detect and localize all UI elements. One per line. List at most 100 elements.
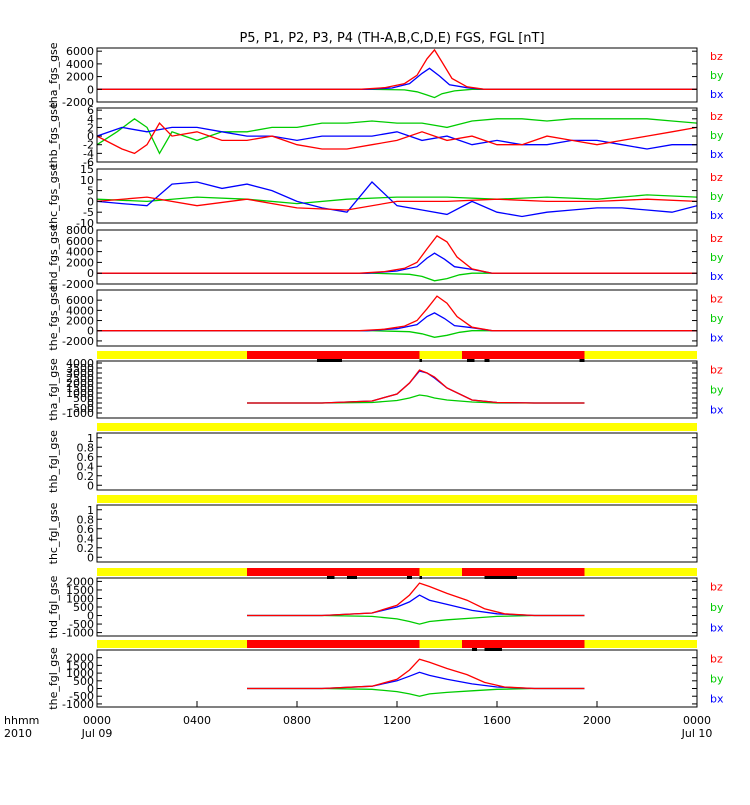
y-tick-label: -10	[76, 217, 94, 230]
status-segment	[584, 568, 697, 576]
series-line-bz	[97, 48, 697, 90]
x-tick-label: 2000	[583, 714, 611, 727]
y-tick-label: 500	[73, 675, 94, 688]
series-line-bx	[247, 671, 585, 690]
series-line-by	[247, 614, 585, 625]
legend-entry-bz: bz	[710, 581, 723, 594]
y-tick-label: 2	[87, 121, 94, 134]
y-axis-label: thd_fgl_gse	[47, 575, 60, 638]
y-tick-label: 4000	[66, 304, 94, 317]
y-tick-label: -2000	[62, 278, 94, 291]
y-tick-label: 0	[87, 479, 94, 492]
series-line-bz	[247, 658, 585, 690]
y-tick-label: -5	[83, 206, 94, 219]
panel-thb-fgl-gse: 00.20.40.60.81 thb_fgl_gse	[47, 423, 698, 493]
y-axis-label: thc_fgs_gse	[47, 164, 60, 229]
series-line-by	[247, 394, 585, 404]
y-tick-label: 0	[87, 130, 94, 143]
legend-entry-bz: bz	[710, 292, 723, 305]
y-tick-label: 1000	[66, 387, 94, 400]
x-tick-label: 0400	[183, 714, 211, 727]
status-segment	[97, 495, 697, 503]
y-tick-label: 0	[87, 397, 94, 410]
status-segment	[462, 351, 585, 359]
y-tick-label: 0	[87, 610, 94, 623]
y-tick-label: 0.2	[77, 542, 95, 555]
series-line-bz	[247, 582, 585, 617]
y-tick-label: 2000	[66, 575, 94, 588]
legend-entry-by: by	[710, 190, 724, 203]
series-group	[97, 118, 697, 155]
y-tick-label: 500	[73, 601, 94, 614]
y-tick-label: -1000	[62, 407, 94, 420]
x-tick-date: Jul 10	[681, 727, 713, 740]
status-bar	[97, 568, 697, 579]
series-line-bz	[97, 295, 697, 332]
y-tick-label: 0.8	[77, 513, 95, 526]
legend-entry-bx: bx	[710, 692, 724, 705]
status-segment	[584, 351, 697, 359]
y-tick-label: 0	[87, 325, 94, 338]
x-tick-date: Jul 09	[81, 727, 113, 740]
legend-entry-by: by	[710, 673, 724, 686]
y-tick-label: -2	[83, 139, 94, 152]
status-bar	[97, 423, 697, 431]
legend-entry-bz: bz	[710, 653, 723, 666]
x-tick-label: 0000	[683, 714, 711, 727]
status-segment	[97, 423, 697, 431]
panel-thc-fgl-gse: 00.20.40.60.81 thc_fgl_gse	[47, 495, 698, 564]
time-row-label: hhmm	[4, 714, 39, 727]
panel-frame	[96, 432, 698, 491]
legend-entry-bx: bx	[710, 621, 724, 634]
y-tick-label: 6000	[66, 235, 94, 248]
panel-frame	[96, 168, 698, 224]
series-group	[97, 235, 697, 282]
y-tick-label: 4000	[66, 357, 94, 370]
legend-entry-bx: bx	[710, 209, 724, 222]
legend-entry-bx: bx	[710, 332, 724, 345]
x-tick-label: 0800	[283, 714, 311, 727]
legend-entry-bz: bz	[710, 110, 723, 123]
y-tick-label: -500	[69, 690, 94, 703]
y-axis: -1000-5000500100015002000250030003500400…	[62, 357, 697, 420]
series-line-bz	[247, 369, 585, 404]
y-tick-label: 6	[87, 104, 94, 117]
legend-entry-bx: bx	[710, 403, 724, 416]
status-segment	[419, 568, 462, 576]
legend-entry-bx: bx	[710, 148, 724, 161]
legend-entry-by: by	[710, 69, 724, 82]
status-segment	[247, 351, 420, 359]
y-tick-label: 0.2	[77, 470, 95, 483]
y-axis-label: thb_fgl_gse	[47, 430, 60, 493]
y-axis: 00.20.40.60.81	[77, 432, 697, 492]
series-line-by	[247, 687, 585, 697]
legend-entry-bx: bx	[710, 270, 724, 283]
status-segment	[247, 640, 420, 648]
status-segment	[462, 568, 585, 576]
y-tick-label: 2500	[66, 372, 94, 385]
legend-entry-by: by	[710, 251, 724, 264]
status-segment	[97, 568, 247, 576]
legend-entry-by: by	[710, 601, 724, 614]
y-tick-label: 2000	[66, 652, 94, 665]
series-line-bx	[97, 126, 697, 150]
y-axis-label: thd_fgs_gse	[47, 224, 60, 290]
series-line-bz	[97, 235, 697, 274]
legend-entry-bz: bz	[710, 171, 723, 184]
status-segment	[419, 351, 462, 359]
y-tick-label: 0.4	[77, 460, 95, 473]
panel-frame	[96, 289, 698, 347]
legend-entry-by: by	[710, 312, 724, 325]
